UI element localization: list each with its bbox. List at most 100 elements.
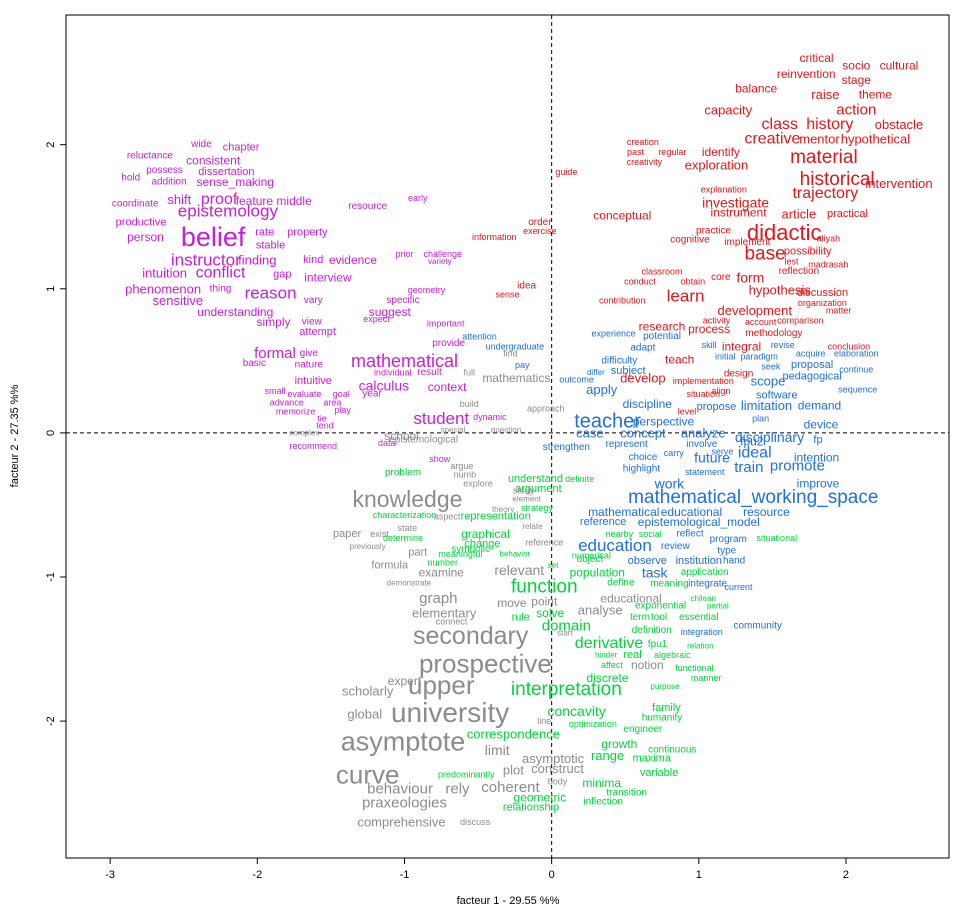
word-point: teach xyxy=(665,352,694,366)
word-point: order xyxy=(528,217,552,228)
word-point: build xyxy=(460,399,479,409)
y-axis-ticks: -2 -1 0 1 2 xyxy=(45,142,66,726)
word-point: mathematical xyxy=(588,505,659,519)
word-point: theme xyxy=(859,87,893,101)
word-point: analyze xyxy=(681,425,726,440)
word-point: mathematics xyxy=(482,371,550,385)
word-point: advance xyxy=(270,398,304,408)
word-point: evaluate xyxy=(287,389,321,399)
word-point: geometry xyxy=(408,285,446,295)
word-point: observe xyxy=(628,555,667,567)
word-point: continue xyxy=(839,364,873,374)
word-point: inflection xyxy=(583,796,622,807)
word-point: revise xyxy=(771,340,795,350)
word-point: sense_making xyxy=(197,175,274,189)
word-point: graphical xyxy=(461,527,510,541)
word-point: goal xyxy=(333,389,350,399)
word-point: limitation xyxy=(741,398,792,413)
x-tick-label: -2 xyxy=(252,869,262,881)
word-point: middle xyxy=(276,194,312,208)
word-point: asymptotic xyxy=(522,751,585,766)
word-point: reflection xyxy=(779,266,820,277)
word-point: real xyxy=(623,649,641,661)
word-point: raise xyxy=(811,87,839,102)
word-point: individual xyxy=(374,367,412,377)
word-point: conflict xyxy=(196,264,246,281)
word-point: aspect xyxy=(434,511,461,521)
word-point: involve xyxy=(686,439,718,450)
word-point: formal xyxy=(254,345,296,362)
word-point: derivative xyxy=(575,635,644,652)
word-point: graph xyxy=(419,590,457,607)
word-point: meaningful xyxy=(438,549,482,559)
word-point: context xyxy=(428,380,467,394)
word-point: rely xyxy=(445,780,470,797)
word-point: demand xyxy=(798,399,841,413)
word-point: functional xyxy=(675,663,714,673)
word-point: methodology xyxy=(745,328,802,339)
word-point: wide xyxy=(190,139,212,150)
x-tick-label: -1 xyxy=(400,869,410,881)
y-tick-label: 2 xyxy=(45,142,57,148)
word-point: relate xyxy=(523,522,544,531)
word-point: area xyxy=(323,398,341,408)
word-point: family xyxy=(652,702,681,714)
word-point: question xyxy=(491,426,521,435)
word-point: exponential xyxy=(635,600,686,611)
word-point: didactic xyxy=(747,220,822,245)
word-point: algebraic xyxy=(654,650,691,660)
word-point: minima xyxy=(582,776,621,790)
word-point: application xyxy=(681,567,729,578)
word-point: integral xyxy=(722,339,761,353)
word-point: demonstrate xyxy=(387,578,432,587)
word-point: result xyxy=(417,367,442,378)
word-point: mathematical_working_space xyxy=(628,487,878,508)
word-point: engineer xyxy=(623,724,663,735)
word-point: instructor xyxy=(171,250,241,269)
word-point: hypothetical xyxy=(841,131,910,146)
word-point: epistemological_model xyxy=(638,515,760,529)
word-point: productive xyxy=(116,217,167,229)
word-point: important xyxy=(427,318,465,328)
word-point: predominantly xyxy=(438,769,495,779)
word-point: rate xyxy=(255,227,274,239)
word-point: property xyxy=(287,227,328,239)
word-point: element xyxy=(512,495,541,504)
word-point: solve xyxy=(536,606,564,620)
word-point: dissertation xyxy=(198,166,254,178)
word-point: scope xyxy=(751,374,786,389)
word-point: intuition xyxy=(142,265,187,280)
word-point: upper xyxy=(408,670,475,700)
word-point: start xyxy=(557,629,573,638)
word-point: function xyxy=(511,577,578,598)
word-labels: critical socio cultural reinvention stage bal… xyxy=(112,51,933,829)
word-point: correspondence xyxy=(467,727,560,742)
word-point: matter xyxy=(826,305,852,315)
word-point: contribution xyxy=(599,295,646,305)
word-point: software xyxy=(756,389,798,401)
word-point: history xyxy=(806,116,853,133)
word-point: historical xyxy=(800,169,875,190)
word-point: determine xyxy=(383,533,423,543)
word-point: difficulty xyxy=(601,355,637,366)
word-point: capacity xyxy=(704,103,752,118)
word-point: relationship xyxy=(503,802,559,814)
word-point: critical xyxy=(800,51,834,65)
word-point: year xyxy=(362,388,382,399)
y-axis-label: facteur 2 - 27.35 %% xyxy=(9,384,21,487)
word-point: current xyxy=(725,582,754,592)
word-point: affect xyxy=(601,660,623,670)
word-point: exist xyxy=(370,529,389,539)
word-point: point xyxy=(531,594,558,608)
word-point: specific xyxy=(386,295,419,306)
word-point: work xyxy=(654,475,686,491)
word-point: resource xyxy=(743,505,790,519)
word-point: examine xyxy=(419,566,465,580)
word-point: state xyxy=(398,523,418,533)
word-point: define xyxy=(607,577,635,588)
word-point: part xyxy=(408,547,427,559)
word-point: chapter xyxy=(223,142,260,154)
word-point: creativity xyxy=(627,157,663,167)
word-point: sequence xyxy=(838,385,877,395)
x-tick-label: 0 xyxy=(549,869,555,881)
